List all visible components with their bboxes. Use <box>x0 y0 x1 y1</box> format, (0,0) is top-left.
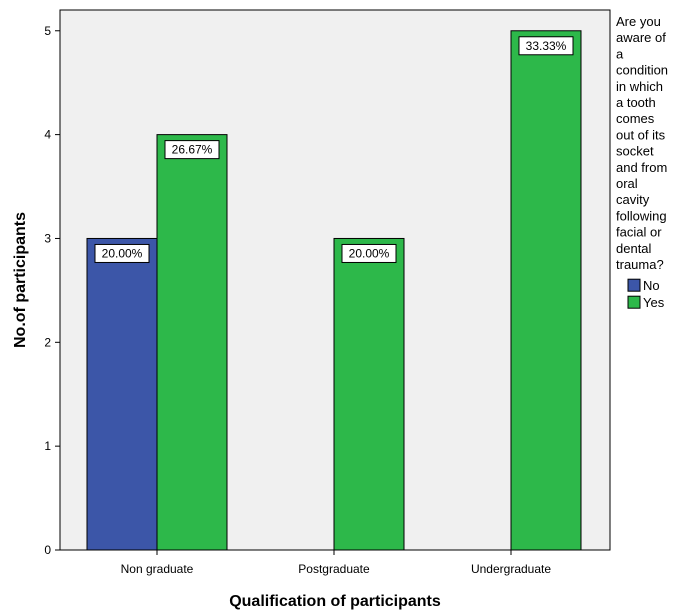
y-tick-label: 5 <box>44 24 51 38</box>
data-label-box <box>341 243 397 263</box>
data-label: 20.00% <box>349 246 390 260</box>
data-label: 26.67% <box>172 143 213 157</box>
y-tick-label: 4 <box>44 128 51 142</box>
legend-title-line: a <box>616 46 624 61</box>
y-axis-title: No.of participants <box>12 212 29 348</box>
legend-title-line: out of its <box>616 127 666 142</box>
y-tick-label: 0 <box>44 543 51 557</box>
x-tick-label: Undergraduate <box>471 562 551 576</box>
data-label-box <box>518 36 574 56</box>
y-axis: 0 1 2 3 4 5 <box>44 24 60 557</box>
bars-group: 20.00% 26.67% 20.00% 33.33% <box>86 30 582 551</box>
y-tick-label: 3 <box>44 231 51 245</box>
x-axis: Non graduate Postgraduate Undergraduate <box>121 550 551 576</box>
legend-title-line: dental <box>616 241 652 256</box>
legend-title-line: facial or <box>616 225 662 240</box>
legend-label-no: No <box>643 278 660 293</box>
x-axis-title: Qualification of participants <box>229 593 441 610</box>
x-tick-label: Non graduate <box>121 562 194 576</box>
legend-swatch-yes <box>627 295 641 309</box>
y-tick-label: 1 <box>44 439 51 453</box>
legend-title-line: socket <box>616 144 654 159</box>
legend-title-line: following <box>616 208 667 223</box>
legend-title-line: and from <box>616 160 667 175</box>
data-label-box <box>94 243 150 263</box>
bar-yes <box>333 237 405 551</box>
data-label: 33.33% <box>526 39 567 53</box>
legend-title-line: condition <box>616 63 668 78</box>
x-tick-label: Postgraduate <box>298 562 370 576</box>
bar-no <box>86 237 158 551</box>
data-label: 20.00% <box>102 246 143 260</box>
legend-title-line: a tooth <box>616 95 656 110</box>
data-label-box <box>164 140 220 160</box>
legend-swatch-no <box>627 278 641 292</box>
legend-title-line: cavity <box>616 192 650 207</box>
legend-title-line: Are you <box>616 14 661 29</box>
bar-yes <box>156 134 228 551</box>
legend-title-line: aware of <box>616 30 666 45</box>
bar-yes <box>510 30 582 551</box>
legend-title-line: in which <box>616 79 663 94</box>
y-tick-label: 2 <box>44 335 51 349</box>
legend-title-line: oral <box>616 176 638 191</box>
legend-title-line: trauma? <box>616 257 664 272</box>
legend-label-yes: Yes <box>643 295 665 310</box>
legend-title-line: comes <box>616 111 655 126</box>
